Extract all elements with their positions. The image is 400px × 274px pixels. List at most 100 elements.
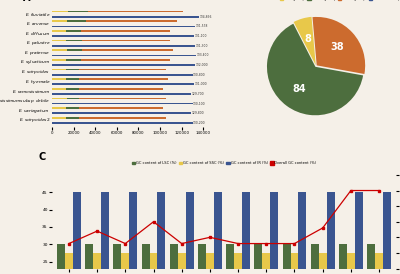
Bar <box>52 88 66 90</box>
Bar <box>375 253 383 274</box>
Bar <box>57 244 65 274</box>
Bar <box>52 55 196 56</box>
Line: Overall GC content (%): Overall GC content (%) <box>68 189 380 245</box>
Bar <box>79 68 166 70</box>
Bar <box>81 59 170 61</box>
Overall GC content (%) <box>292 242 297 245</box>
Bar <box>339 244 347 274</box>
Legend: IR length (bp), SSC length (bp), LSC length (bp), Genome size (bp): IR length (bp), SSC length (bp), LSC len… <box>278 0 400 3</box>
Text: $\it{E. scirpoides2}$: $\it{E. scirpoides2}$ <box>19 116 50 124</box>
Text: $\it{E. ramosissimum subsp. debile}$: $\it{E. ramosissimum subsp. debile}$ <box>0 97 50 105</box>
Bar <box>65 253 73 274</box>
Text: 133,400: 133,400 <box>196 53 209 57</box>
Overall GC content (%) <box>151 220 156 223</box>
Overall GC content (%) <box>320 226 325 230</box>
Bar <box>79 117 166 119</box>
Text: 131,100: 131,100 <box>194 34 207 38</box>
Bar <box>81 30 170 32</box>
Bar <box>82 40 170 41</box>
Bar <box>82 49 173 51</box>
Text: 131,300: 131,300 <box>195 44 208 48</box>
Bar <box>283 244 290 274</box>
Text: 132,000: 132,000 <box>195 63 208 67</box>
Overall GC content (%) <box>377 189 382 192</box>
Bar <box>158 192 165 274</box>
Bar <box>198 244 206 274</box>
Bar <box>214 192 222 274</box>
Bar <box>206 253 214 274</box>
Bar <box>242 192 250 274</box>
Bar <box>52 117 66 119</box>
Bar <box>262 253 270 274</box>
Overall GC content (%) <box>348 189 353 192</box>
Bar <box>311 244 319 274</box>
Bar <box>79 107 163 109</box>
Bar <box>52 45 195 47</box>
Bar <box>319 253 327 274</box>
Bar <box>66 68 79 70</box>
Text: 130,100: 130,100 <box>193 102 206 106</box>
Text: 130,800: 130,800 <box>193 73 206 77</box>
Text: $\it{E. fluviatile}$: $\it{E. fluviatile}$ <box>25 11 50 18</box>
Overall GC content (%) <box>208 236 212 239</box>
Bar <box>52 20 67 22</box>
Bar <box>52 64 195 66</box>
Bar <box>367 244 375 274</box>
Bar <box>73 192 81 274</box>
Bar <box>52 84 194 85</box>
Wedge shape <box>294 17 316 65</box>
Bar <box>270 192 278 274</box>
Text: 131,000: 131,000 <box>194 82 207 86</box>
Bar <box>66 107 79 109</box>
Overall GC content (%) <box>95 229 100 233</box>
Bar <box>52 103 192 104</box>
Bar <box>226 244 234 274</box>
Bar <box>327 192 334 274</box>
Overall GC content (%) <box>179 242 184 245</box>
Bar <box>170 244 178 274</box>
Bar <box>52 112 192 114</box>
Bar <box>298 192 306 274</box>
Bar <box>79 78 168 80</box>
Text: 130,200: 130,200 <box>193 121 206 125</box>
Overall GC content (%) <box>236 242 240 245</box>
Bar <box>66 88 79 90</box>
Bar <box>142 244 150 274</box>
Bar <box>347 253 355 274</box>
Text: 131,578: 131,578 <box>195 24 208 28</box>
Bar <box>52 49 67 51</box>
Wedge shape <box>267 24 363 115</box>
Bar <box>52 107 66 109</box>
Bar <box>66 98 79 99</box>
Bar <box>52 30 66 32</box>
Bar <box>383 192 391 274</box>
Text: 134,856: 134,856 <box>200 15 212 19</box>
Bar <box>52 74 192 76</box>
Text: 84: 84 <box>292 84 306 94</box>
Bar <box>52 16 199 18</box>
Text: C: C <box>38 152 46 162</box>
Text: $\it{E. hyemale}$: $\it{E. hyemale}$ <box>25 78 50 86</box>
Bar <box>52 40 66 41</box>
Bar <box>101 192 109 274</box>
Overall GC content (%) <box>264 242 269 245</box>
Bar <box>79 88 163 90</box>
Bar <box>290 253 298 274</box>
Bar <box>186 192 194 274</box>
Bar <box>52 59 66 61</box>
Bar <box>66 59 81 61</box>
Bar <box>114 244 121 274</box>
Bar <box>52 25 195 27</box>
Bar <box>66 40 82 41</box>
Text: $\it{E. arvense}$: $\it{E. arvense}$ <box>26 20 50 27</box>
Text: A: A <box>23 0 31 3</box>
Bar <box>88 11 183 12</box>
Bar <box>121 253 129 274</box>
Bar <box>52 122 192 124</box>
Bar <box>129 192 137 274</box>
Bar <box>234 253 242 274</box>
Legend: GC content of LSC (%), GC content of SSC (%), GC content of IR (%), Overall GC c: GC content of LSC (%), GC content of SSC… <box>130 160 318 167</box>
Bar <box>86 20 177 22</box>
Bar <box>67 20 86 22</box>
Text: 129,700: 129,700 <box>192 92 205 96</box>
